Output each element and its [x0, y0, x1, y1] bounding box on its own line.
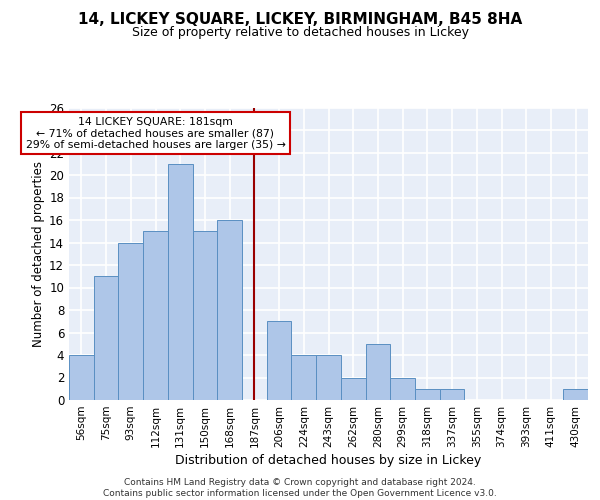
Bar — [341, 378, 365, 400]
Bar — [563, 389, 588, 400]
Bar — [168, 164, 193, 400]
Bar — [267, 322, 292, 400]
Bar — [69, 355, 94, 400]
Y-axis label: Number of detached properties: Number of detached properties — [32, 161, 45, 347]
Bar — [118, 242, 143, 400]
Bar — [143, 231, 168, 400]
Bar — [292, 355, 316, 400]
Bar — [217, 220, 242, 400]
X-axis label: Distribution of detached houses by size in Lickey: Distribution of detached houses by size … — [175, 454, 482, 467]
Text: 14 LICKEY SQUARE: 181sqm
← 71% of detached houses are smaller (87)
29% of semi-d: 14 LICKEY SQUARE: 181sqm ← 71% of detach… — [26, 116, 286, 150]
Text: 14, LICKEY SQUARE, LICKEY, BIRMINGHAM, B45 8HA: 14, LICKEY SQUARE, LICKEY, BIRMINGHAM, B… — [78, 12, 522, 28]
Text: Size of property relative to detached houses in Lickey: Size of property relative to detached ho… — [131, 26, 469, 39]
Bar — [316, 355, 341, 400]
Bar — [415, 389, 440, 400]
Bar — [390, 378, 415, 400]
Bar — [94, 276, 118, 400]
Bar — [193, 231, 217, 400]
Bar — [440, 389, 464, 400]
Bar — [365, 344, 390, 400]
Text: Contains HM Land Registry data © Crown copyright and database right 2024.
Contai: Contains HM Land Registry data © Crown c… — [103, 478, 497, 498]
